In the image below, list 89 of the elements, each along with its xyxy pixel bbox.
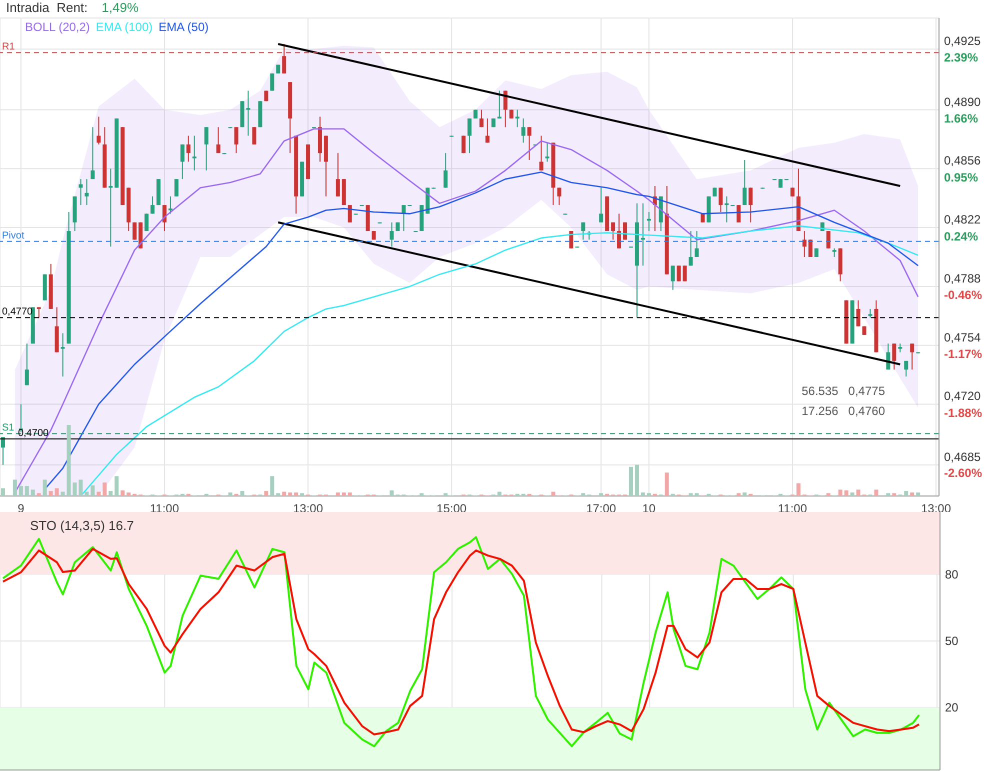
bar <box>120 490 125 496</box>
chart-subtitle: 1,49% <box>102 0 139 15</box>
bar <box>114 476 119 496</box>
bar <box>24 486 29 496</box>
bar <box>886 493 890 496</box>
bar <box>892 493 896 496</box>
y2-tick-label: -2.60% <box>944 466 982 480</box>
bar <box>48 491 53 496</box>
bar <box>420 493 424 496</box>
bar <box>664 472 669 496</box>
text: EMA (50) <box>158 20 209 34</box>
bar <box>54 488 59 496</box>
bar <box>497 492 502 496</box>
y2-tick-label: 2.39% <box>944 50 978 65</box>
bar <box>599 493 604 496</box>
bar <box>288 492 292 496</box>
bar <box>240 491 244 496</box>
y-tick-label: 0,4856 <box>944 154 982 168</box>
bar <box>36 493 41 496</box>
bar <box>850 492 854 496</box>
y-tick-label: 0,4890 <box>944 94 982 109</box>
y2-tick-label: 0.95% <box>944 170 978 185</box>
bar <box>694 493 699 496</box>
bar <box>12 480 17 496</box>
y2-tick-label: -1.88% <box>944 406 982 420</box>
bar <box>96 492 101 496</box>
bar <box>628 466 633 496</box>
bar <box>102 482 107 496</box>
bar <box>90 485 95 496</box>
y2-tick-label: -0.46% <box>944 288 982 302</box>
bar <box>276 493 280 496</box>
y-tick-label: 0,4685 <box>944 450 982 464</box>
ref-line-label: R1 <box>2 42 16 53</box>
y-tick-label: 0,4754 <box>944 330 982 344</box>
bar <box>72 482 77 496</box>
bar <box>874 490 878 496</box>
bar <box>66 425 71 496</box>
bar <box>342 492 346 496</box>
y-tick-label: 80 <box>945 567 959 582</box>
bar <box>646 493 651 496</box>
y-tick-label: 0,4925 <box>944 34 982 48</box>
chart-title: Intradia Rent: <box>6 0 88 15</box>
annotation: 17.256 <box>800 404 840 419</box>
y-tick-label: 0,4720 <box>944 389 982 404</box>
bar <box>640 492 645 496</box>
y2-tick-label: 1.66% <box>944 111 978 126</box>
bar <box>300 493 304 496</box>
bar <box>264 491 268 496</box>
text: BOLL (20,2) <box>25 20 90 34</box>
bar <box>916 492 920 496</box>
bar <box>742 492 747 496</box>
bar <box>634 464 639 496</box>
bar <box>282 492 286 496</box>
y2-tick-label: -1.17% <box>944 347 982 362</box>
bar <box>1 488 5 496</box>
bar <box>30 490 35 496</box>
annotation: 0,4775 <box>847 384 886 399</box>
bar <box>826 493 830 496</box>
bar <box>108 491 113 496</box>
bar <box>270 476 274 496</box>
bar <box>736 493 741 496</box>
bar <box>18 486 23 496</box>
text: STO (14,3,5) 16.7 <box>30 518 134 533</box>
bar <box>444 493 448 496</box>
bar <box>581 493 586 496</box>
bar <box>796 483 800 496</box>
bar <box>688 493 693 496</box>
bar <box>336 492 340 496</box>
bar <box>838 490 842 496</box>
bar <box>348 492 352 496</box>
y-tick-label: 50 <box>945 634 959 648</box>
ref-line-label: Pivot <box>2 230 24 242</box>
bar <box>228 492 232 496</box>
y-tick-label: 20 <box>945 700 959 715</box>
bar <box>904 491 908 496</box>
bar <box>60 492 65 496</box>
bar <box>910 492 914 496</box>
bar <box>294 492 298 496</box>
bar <box>126 492 131 496</box>
bar <box>844 490 848 496</box>
bar <box>551 492 556 496</box>
y-tick-label: 0,4788 <box>944 271 982 286</box>
text: EMA (100) <box>96 20 153 34</box>
bar <box>42 480 47 496</box>
annotation: 56.535 <box>800 384 840 399</box>
ref-line-label: S1 <box>2 422 15 434</box>
annotation: 0,4760 <box>847 404 886 419</box>
y2-tick-label: 0.24% <box>944 230 978 244</box>
y-tick-label: 0,4822 <box>944 212 982 227</box>
